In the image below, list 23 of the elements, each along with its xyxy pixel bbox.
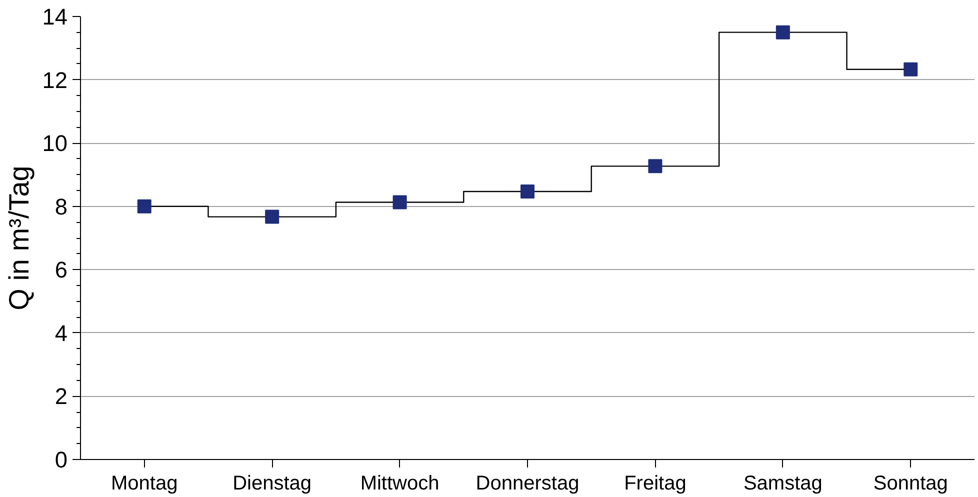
x-tick-label: Donnerstag (476, 472, 580, 494)
y-tick-label: 12 (42, 66, 68, 93)
x-tick-label: Montag (111, 472, 178, 494)
y-tick-label: 6 (54, 256, 68, 283)
point (904, 62, 918, 76)
x-tick-label: Mittwoch (360, 472, 440, 494)
point (392, 195, 407, 210)
point (776, 25, 790, 40)
x-tick-label: Samstag (743, 472, 822, 494)
point (265, 210, 280, 224)
y-tick-label: 0 (54, 446, 68, 472)
point (520, 184, 534, 198)
y-axis-title: Q in m³/Tag (3, 166, 34, 310)
point (648, 159, 662, 174)
y-tick-label: 4 (54, 320, 68, 346)
y-tick-label: 2 (54, 383, 68, 410)
y-tick-label: 8 (54, 193, 68, 220)
x-tick-label: Dienstag (232, 472, 312, 494)
point (137, 199, 152, 214)
x-tick-label: Freitag (624, 472, 686, 494)
x-tick-label: Sonntag (873, 472, 948, 494)
y-tick-label: 14 (42, 4, 68, 30)
y-tick-label: 10 (42, 130, 68, 156)
